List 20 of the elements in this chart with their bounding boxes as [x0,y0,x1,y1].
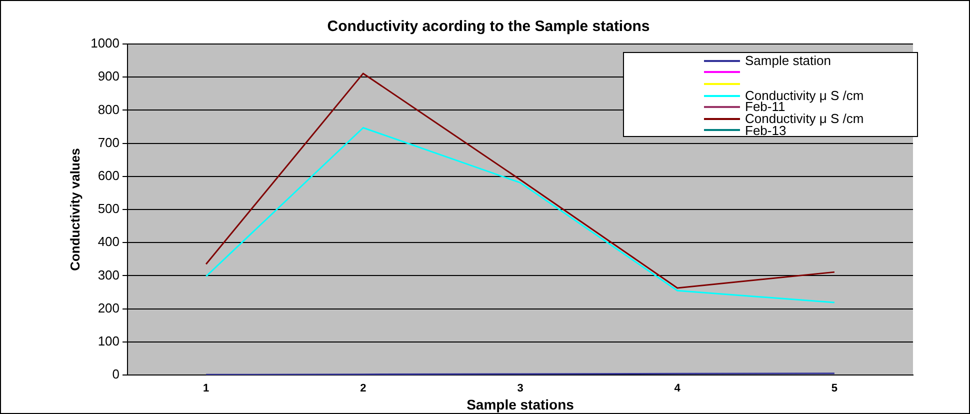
x-tick-label: 4 [674,382,682,395]
y-tick-label: 700 [98,134,120,150]
chart-title: Conductivity acording to the Sample stations [327,18,650,36]
y-tick-label: 900 [98,68,120,84]
legend-label: Sample station [745,53,831,68]
y-tick-label: 600 [98,168,120,183]
y-tick-label: 1000 [90,36,120,51]
y-tick-label: 500 [98,201,120,216]
y-axis-title: Conductivity values [67,148,82,271]
y-tick-label: 0 [112,366,120,382]
y-tick-label: 100 [98,333,120,348]
y-tick-label: 800 [98,102,120,117]
y-tick-label: 300 [98,267,120,282]
x-tick-label: 3 [517,382,524,395]
x-axis-title: Sample stations [466,396,574,412]
x-tick-label: 2 [360,382,366,395]
x-tick-label: 1 [203,382,210,395]
x-tick-label: 5 [831,382,838,395]
y-tick-label: 400 [98,234,120,250]
y-tick-label: 200 [98,300,120,316]
